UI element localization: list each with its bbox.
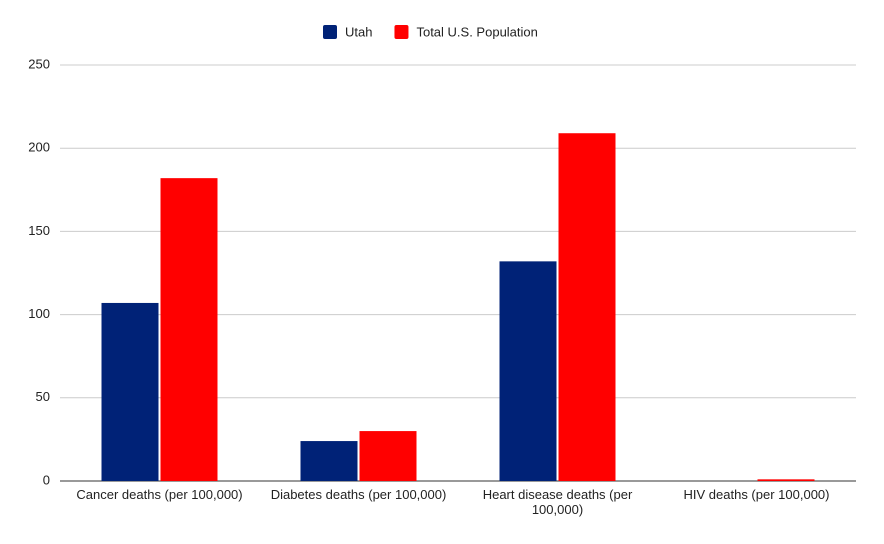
bar [300, 441, 358, 481]
bar [359, 431, 417, 481]
bar [499, 261, 557, 481]
y-tick-label: 50 [36, 389, 50, 404]
bar [160, 178, 218, 482]
y-tick-label: 100 [28, 306, 50, 321]
x-tick-label: Cancer deaths (per 100,000) [76, 487, 243, 502]
x-tick-label: HIV deaths (per 100,000) [683, 487, 830, 502]
legend-swatch [323, 25, 337, 39]
x-tick-label: Diabetes deaths (per 100,000) [270, 487, 447, 502]
x-tick-label-box: Cancer deaths (per 100,000) [76, 487, 243, 502]
x-tick-label-box: Heart disease deaths (per 100,000) [482, 487, 633, 517]
y-tick-label: 250 [28, 56, 50, 71]
bar [101, 302, 159, 481]
legend-label: Utah [345, 24, 372, 39]
legend-label: Total U.S. Population [416, 24, 537, 39]
x-tick-label-box: Diabetes deaths (per 100,000) [270, 487, 447, 502]
y-tick-label: 0 [43, 472, 50, 487]
y-tick-label: 150 [28, 223, 50, 238]
x-tick-label: Heart disease deaths (per 100,000) [482, 487, 633, 517]
y-tick-label: 200 [28, 140, 50, 155]
legend-swatch [394, 25, 409, 39]
bar [757, 479, 815, 481]
x-tick-label-box: HIV deaths (per 100,000) [683, 487, 830, 502]
bar [558, 133, 616, 481]
